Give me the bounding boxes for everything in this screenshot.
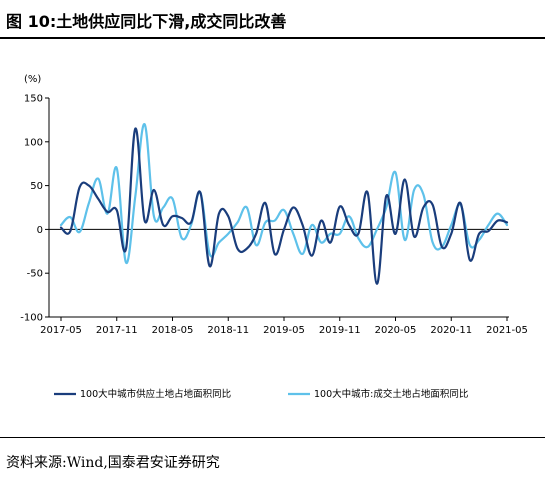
x-tick-label: 2021-05 — [486, 325, 528, 336]
chart-axes: -100 -50 0 50 100 150 2017-05 2017-11 2018-05 201… — [20, 94, 528, 337]
source-note: 资料来源:Wind,国泰君安证券研究 — [6, 455, 220, 471]
legend-label-2: 100大中城市:成交土地占地面积同比 — [314, 388, 468, 400]
x-tick-label: 2019-11 — [319, 325, 361, 336]
line-chart: (%) -100 -50 0 50 100 150 2017-05 2017-11 2018-0… — [20, 74, 528, 400]
x-tick-label: 2018-05 — [152, 325, 194, 336]
legend-label-1: 100大中城市供应土地占地面积同比 — [80, 388, 231, 400]
x-tick-label: 2020-05 — [375, 325, 417, 336]
figure-title: 图 10:土地供应同比下滑,成交同比改善 — [6, 12, 287, 31]
chart-series — [59, 123, 509, 285]
y-tick-label: 50 — [30, 181, 43, 192]
y-tick-label: -50 — [27, 269, 43, 280]
y-tick-label: -100 — [20, 313, 43, 324]
chart-legend: 100大中城市供应土地占地面积同比 100大中城市:成交土地占地面积同比 — [54, 388, 468, 400]
x-tick-label: 2018-11 — [207, 325, 249, 336]
x-tick-label: 2017-11 — [96, 325, 138, 336]
y-axis-unit-label: (%) — [24, 74, 41, 85]
y-tick-label: 100 — [24, 137, 43, 148]
y-tick-label: 150 — [24, 94, 43, 105]
series-line-1 — [59, 127, 509, 285]
source-rule — [0, 437, 545, 438]
series-line-2 — [59, 123, 509, 264]
figure-title-bar: 图 10:土地供应同比下滑,成交同比改善 — [0, 0, 545, 40]
x-tick-label: 2020-11 — [430, 325, 472, 336]
title-rule — [0, 37, 545, 39]
x-tick-label: 2017-05 — [40, 325, 82, 336]
y-tick-label: 0 — [37, 225, 43, 236]
x-tick-label: 2019-05 — [263, 325, 305, 336]
